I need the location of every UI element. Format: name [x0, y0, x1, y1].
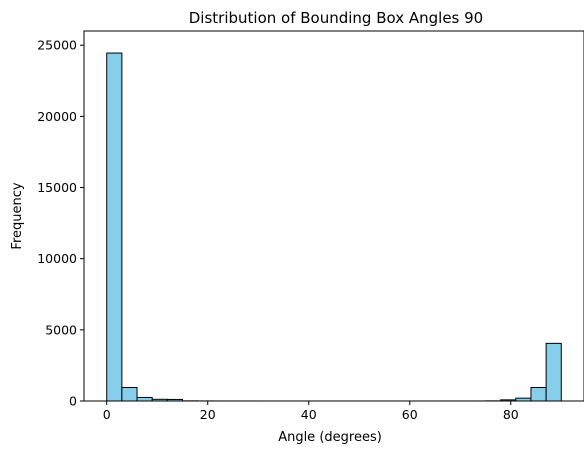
- x-tick-label-0: 0: [103, 407, 111, 422]
- bars-group: [106, 52, 562, 402]
- histogram-bar-29: [545, 342, 562, 402]
- y-axis-label: Frequency: [10, 182, 25, 249]
- x-tick-label-1: 20: [200, 407, 216, 422]
- x-tick-label-4: 80: [503, 407, 519, 422]
- y-tick-label-4: 20000: [37, 109, 77, 124]
- y-tick-label-2: 10000: [37, 251, 77, 266]
- x-tick-label-2: 40: [301, 407, 317, 422]
- x-axis-label: Angle (degrees): [278, 430, 382, 445]
- y-tick-label-3: 15000: [37, 180, 77, 195]
- y-tick-label-1: 5000: [45, 322, 77, 337]
- x-axis-ticks: 0 20 40 60 80: [103, 401, 519, 422]
- histogram-bar-1: [121, 386, 138, 402]
- y-tick-label-5: 25000: [37, 38, 77, 53]
- histogram-bar-2: [136, 396, 153, 402]
- chart-title: Distribution of Bounding Box Angles 90: [189, 9, 483, 27]
- plot-frame: [83, 30, 584, 402]
- y-tick-label-0: 0: [69, 394, 77, 409]
- x-tick-label-3: 60: [402, 407, 418, 422]
- y-axis-ticks: 0 5000 10000 15000 20000 25000: [37, 38, 84, 409]
- histogram-bar-28: [530, 386, 547, 402]
- histogram-bar-0: [106, 52, 123, 402]
